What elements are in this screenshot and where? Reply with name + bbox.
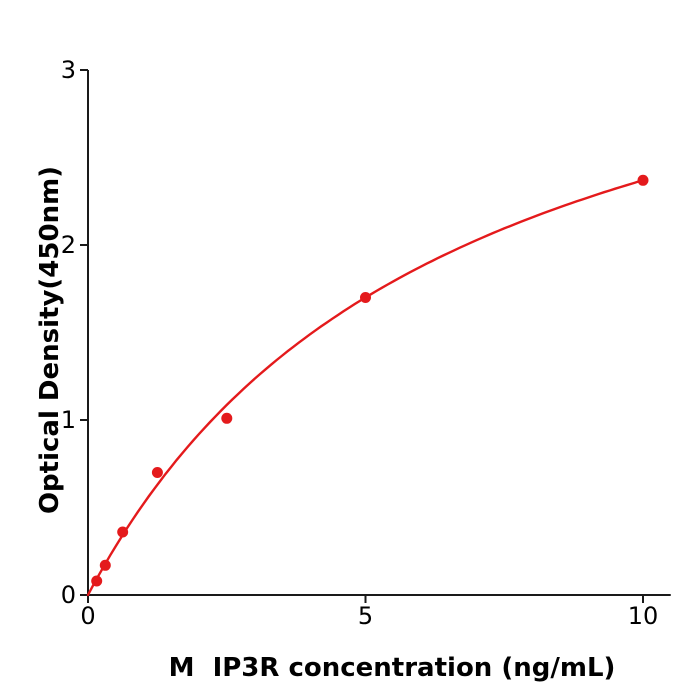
data-point: [117, 526, 129, 538]
y-tick-label: 3: [61, 56, 76, 84]
y-tick-label: 1: [61, 406, 76, 434]
y-tick-label: 2: [61, 231, 76, 259]
y-tick-label: 0: [61, 581, 76, 609]
data-point: [151, 467, 163, 478]
fit-curve: [86, 179, 645, 597]
x-tick-label: 5: [358, 602, 373, 630]
x-tick-label: 10: [628, 602, 659, 630]
y-axis-label: Optical Density(450nm): [35, 165, 65, 515]
x-axis-label: M IP3R concentration (ng/mL): [168, 653, 616, 683]
data-point: [91, 575, 103, 587]
data-point: [99, 559, 111, 571]
data-point: [637, 174, 649, 186]
x-tick-label: 0: [80, 602, 95, 630]
data-point: [221, 412, 233, 424]
data-point: [360, 292, 371, 303]
